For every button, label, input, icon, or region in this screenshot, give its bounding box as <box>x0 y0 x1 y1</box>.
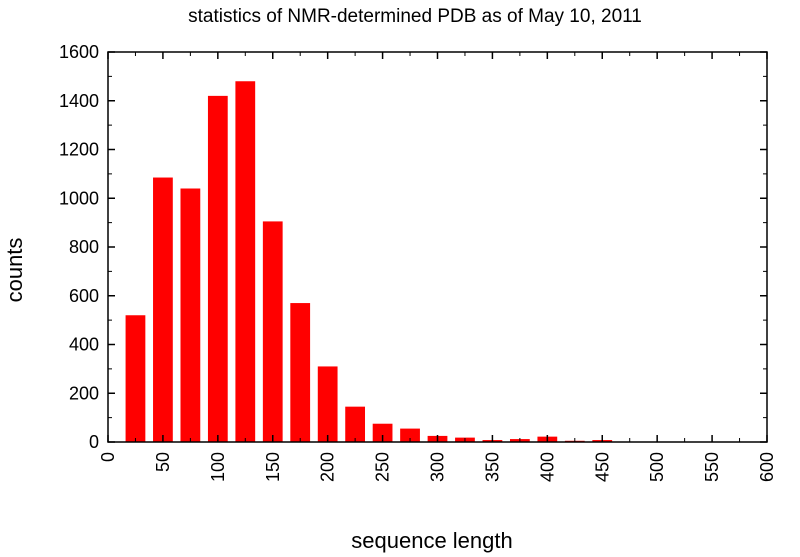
bar <box>262 221 283 442</box>
bar <box>317 366 338 442</box>
x-tick-label: 500 <box>647 452 667 482</box>
bar <box>372 423 393 442</box>
y-tick-label: 0 <box>89 432 99 452</box>
bar <box>235 81 256 442</box>
bar <box>153 177 173 442</box>
x-tick-label: 100 <box>208 452 228 482</box>
x-axis-label: sequence length <box>351 528 512 553</box>
bar <box>125 315 146 442</box>
y-tick-label: 800 <box>69 237 99 257</box>
x-tick-label: 50 <box>153 452 173 472</box>
y-axis-ticks: 0 200 400 600 800 1000 1200 1400 1600 <box>59 42 767 452</box>
x-tick-label: 250 <box>373 452 393 482</box>
y-tick-label: 600 <box>69 286 99 306</box>
x-tick-label: 350 <box>482 452 502 482</box>
x-tick-label: 0 <box>98 452 118 462</box>
x-tick-label: 300 <box>428 452 448 482</box>
plot-frame <box>107 51 768 443</box>
y-axis-label: counts <box>2 238 27 303</box>
bar <box>180 188 201 442</box>
y-tick-label: 1200 <box>59 140 99 160</box>
x-tick-label: 550 <box>702 452 722 482</box>
bar <box>345 406 366 442</box>
x-tick-label: 600 <box>757 452 777 482</box>
y-tick-label: 1000 <box>59 188 99 208</box>
x-tick-label: 200 <box>318 452 338 482</box>
y-tick-label: 400 <box>69 335 99 355</box>
x-axis-ticks: 0 50 100 150 200 250 300 350 400 450 500 550 600 <box>98 52 777 482</box>
x-tick-label: 400 <box>537 452 557 482</box>
y-tick-label: 1600 <box>59 42 99 62</box>
y-tick-label: 200 <box>69 383 99 403</box>
bar <box>400 428 420 442</box>
x-tick-label: 450 <box>592 452 612 482</box>
bar <box>290 303 311 442</box>
bars-group <box>125 81 613 442</box>
bar <box>207 95 228 442</box>
chart-title: statistics of NMR-determined PDB as of M… <box>188 6 642 27</box>
y-tick-label: 1400 <box>59 91 99 111</box>
x-tick-label: 150 <box>263 452 283 482</box>
